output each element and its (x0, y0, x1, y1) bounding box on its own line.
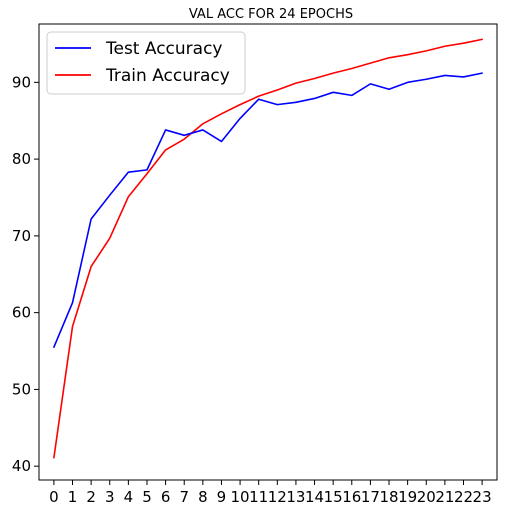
x-tick-label: 17 (361, 488, 380, 506)
x-tick-label: 3 (105, 488, 115, 506)
y-tick-label: 80 (12, 150, 31, 168)
x-tick-label: 18 (379, 488, 398, 506)
x-tick-label: 1 (68, 488, 78, 506)
x-tick-label: 4 (124, 488, 134, 506)
y-axis: 40 50 60 70 80 90 (12, 73, 39, 475)
y-tick-label: 70 (12, 227, 31, 245)
x-tick-label: 22 (454, 488, 473, 506)
x-tick-label: 21 (435, 488, 454, 506)
x-tick-label: 7 (179, 488, 189, 506)
x-axis: 0 1 2 3 4 5 6 7 8 9 10 11 12 13 14 15 16 17 18 19 20 21 22 23 (49, 480, 492, 506)
x-tick-label: 11 (249, 488, 268, 506)
series-lines (53, 38, 483, 459)
x-tick-label: 13 (286, 488, 305, 506)
x-tick-label: 9 (217, 488, 227, 506)
x-tick-label: 8 (198, 488, 208, 506)
y-tick-label: 40 (12, 457, 31, 475)
legend-box (46, 31, 246, 95)
x-tick-label: 15 (324, 488, 343, 506)
x-tick-label: 2 (86, 488, 96, 506)
x-tick-label: 10 (231, 488, 250, 506)
y-tick-label: 50 (12, 380, 31, 398)
series-line-train-accuracy (53, 38, 483, 459)
x-tick-label: 0 (49, 488, 59, 506)
x-tick-label: 12 (268, 488, 287, 506)
y-tick-label: 90 (12, 73, 31, 91)
legend-label: Train Accuracy (105, 66, 230, 86)
x-tick-label: 14 (305, 488, 324, 506)
legend-label: Test Accuracy (105, 39, 223, 59)
x-tick-label: 16 (342, 488, 361, 506)
plot-area (38, 23, 498, 481)
chart-title: VAL ACC FOR 24 EPOCHS (189, 7, 353, 22)
x-tick-label: 23 (473, 488, 492, 506)
x-tick-label: 19 (398, 488, 417, 506)
x-tick-label: 6 (161, 488, 171, 506)
x-tick-label: 20 (417, 488, 436, 506)
x-tick-label: 5 (142, 488, 152, 506)
series-line-test-accuracy (53, 72, 483, 348)
y-tick-label: 60 (12, 304, 31, 322)
legend: Test Accuracy Train Accuracy (46, 31, 246, 95)
